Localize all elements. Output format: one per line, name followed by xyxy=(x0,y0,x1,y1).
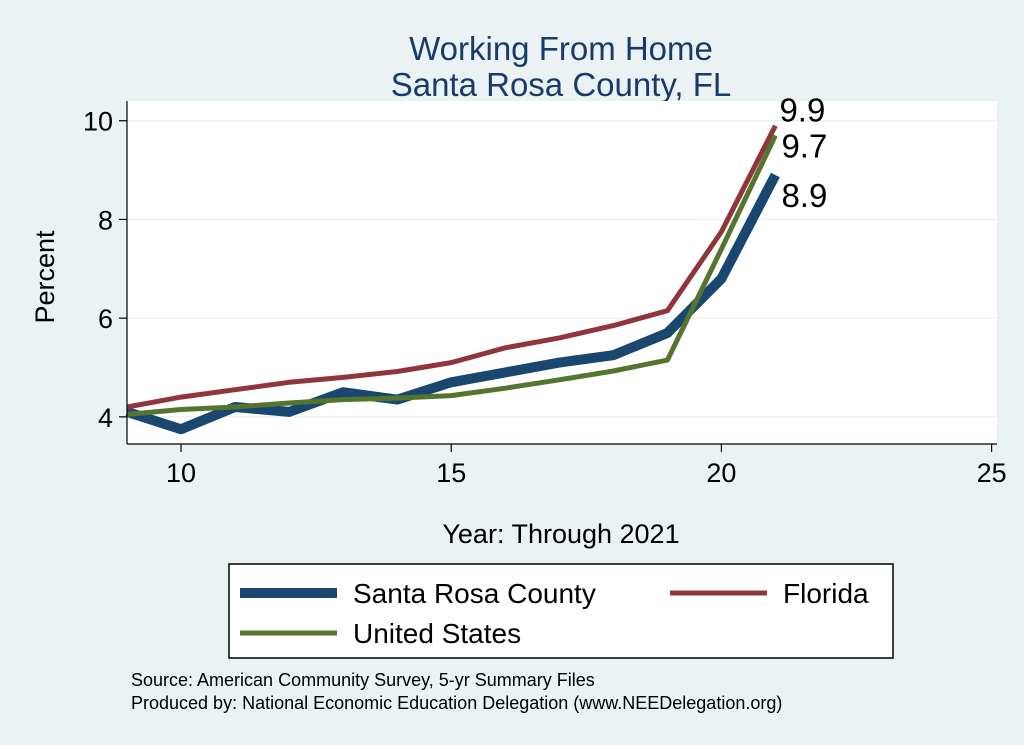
legend-label-united-states: United States xyxy=(353,618,521,649)
x-tick-label-10: 10 xyxy=(166,458,196,488)
legend: Santa Rosa County Florida United States xyxy=(228,563,894,659)
producer-note: Produced by: National Economic Education… xyxy=(131,693,782,713)
x-tick-label-25: 25 xyxy=(977,458,1007,488)
end-label-united-states: 9.7 xyxy=(781,128,827,165)
grid-lines xyxy=(127,119,997,418)
x-tick-label-20: 20 xyxy=(706,458,736,488)
series-lines xyxy=(125,124,780,435)
y-tick-label-10: 10 xyxy=(83,107,113,137)
x-axis-ticks: 10 15 20 25 xyxy=(166,444,1007,488)
y-tick-label-6: 6 xyxy=(98,304,113,334)
y-tick-label-4: 4 xyxy=(98,403,113,433)
source-note: Source: American Community Survey, 5-yr … xyxy=(131,670,595,690)
series-line-united-states xyxy=(126,134,778,417)
legend-label-santa-rosa: Santa Rosa County xyxy=(353,578,596,609)
y-axis-ticks: 4 6 8 10 xyxy=(83,107,127,433)
series-line-florida xyxy=(126,124,778,410)
end-labels: 8.9 9.99.7 xyxy=(779,92,827,214)
legend-box xyxy=(228,563,894,659)
end-label-santa-rosa-county: 8.9 xyxy=(781,177,827,214)
x-tick-label-15: 15 xyxy=(436,458,466,488)
chart-title-line-2: Santa Rosa County, FL xyxy=(391,66,732,103)
legend-label-florida: Florida xyxy=(783,578,869,609)
end-label-florida: 9.9 xyxy=(779,92,825,129)
x-axis-title: Year: Through 2021 xyxy=(442,519,679,549)
y-axis-title: Percent xyxy=(30,230,60,324)
chart-title-line-1: Working From Home xyxy=(409,30,713,67)
y-tick-label-8: 8 xyxy=(98,205,113,235)
plot-area xyxy=(127,101,997,444)
